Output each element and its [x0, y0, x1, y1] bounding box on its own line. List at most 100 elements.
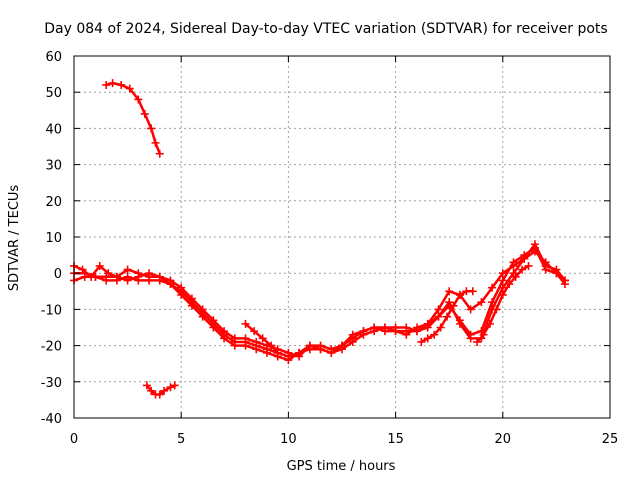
y-axis-label: SDTVAR / TECUs — [7, 185, 22, 292]
data-point — [327, 348, 336, 357]
data-point — [155, 272, 164, 281]
data-point — [524, 261, 533, 270]
data-point — [155, 149, 164, 158]
x-tick-label: 10 — [280, 432, 297, 447]
data-point — [520, 254, 529, 263]
data-point — [252, 337, 261, 346]
data-point — [102, 272, 111, 281]
data-point — [108, 79, 117, 88]
data-point — [443, 312, 452, 321]
data-series — [70, 79, 569, 399]
grid-lines — [74, 56, 610, 418]
data-point — [434, 312, 443, 321]
data-point — [498, 290, 507, 299]
data-point — [492, 305, 501, 314]
y-tick-label: 60 — [45, 50, 62, 65]
data-point — [498, 269, 507, 278]
series-upper-arc — [102, 79, 164, 158]
data-point — [423, 319, 432, 328]
data-point — [170, 381, 179, 390]
x-tick-label: 5 — [177, 432, 185, 447]
data-point — [198, 305, 207, 314]
y-tick-label: 30 — [45, 159, 62, 174]
data-point — [316, 345, 325, 354]
data-point — [466, 305, 475, 314]
data-point — [449, 301, 458, 310]
data-point — [488, 283, 497, 292]
data-point — [112, 272, 121, 281]
data-point — [147, 386, 156, 395]
data-point — [530, 240, 539, 249]
y-tick-label: 40 — [45, 122, 62, 137]
data-point — [468, 287, 477, 296]
data-point — [123, 265, 132, 274]
data-point — [160, 386, 169, 395]
data-point — [177, 283, 186, 292]
data-point — [498, 283, 507, 292]
data-point — [145, 276, 154, 285]
data-point — [147, 124, 156, 133]
y-tick-label: 50 — [45, 86, 62, 101]
data-point — [445, 298, 454, 307]
data-point — [560, 276, 569, 285]
data-point — [295, 352, 304, 361]
data-point — [509, 261, 518, 270]
data-point — [359, 330, 368, 339]
data-point — [518, 265, 527, 274]
data-point — [284, 348, 293, 357]
data-point — [305, 341, 314, 350]
data-point — [479, 330, 488, 339]
data-point — [434, 305, 443, 314]
y-tick-label: -20 — [41, 340, 62, 355]
y-tick-label: -10 — [41, 303, 62, 318]
chart-title: Day 084 of 2024, Sidereal Day-to-day VTE… — [44, 21, 607, 37]
y-tick-label: -40 — [41, 412, 62, 427]
data-point — [155, 390, 164, 399]
data-point — [338, 345, 346, 354]
data-point — [117, 80, 126, 89]
x-axis-label: GPS time / hours — [287, 459, 396, 474]
data-point — [140, 109, 149, 118]
data-point — [455, 290, 464, 299]
series-late-segment-b — [473, 261, 533, 346]
x-tick-label: 15 — [387, 432, 404, 447]
x-tick-label: 20 — [495, 432, 512, 447]
data-point — [552, 265, 561, 274]
data-point — [142, 381, 151, 390]
data-point — [417, 337, 426, 346]
data-point — [209, 316, 218, 325]
series-main-band-c — [70, 240, 569, 361]
series-late-segment — [417, 287, 477, 346]
series-side-segment — [241, 319, 282, 357]
data-point — [166, 276, 175, 285]
data-point — [541, 261, 550, 270]
data-point — [250, 327, 259, 336]
data-point — [445, 287, 454, 296]
data-point — [436, 323, 445, 332]
data-point — [241, 334, 250, 343]
data-point — [80, 269, 89, 278]
data-point — [498, 276, 507, 285]
y-tick-label: 0 — [54, 267, 62, 282]
x-tick-label: 25 — [602, 432, 619, 447]
data-point — [511, 272, 520, 281]
data-point — [466, 334, 475, 343]
axis-ticks: 0 5 10 15 20 25 -40 -30 -20 -10 0 10 20 30 40 50 60 — [41, 50, 619, 447]
data-point — [134, 95, 143, 104]
data-point — [430, 330, 439, 339]
data-point — [402, 330, 411, 339]
data-point — [125, 84, 134, 93]
x-tick-label: 0 — [70, 432, 78, 447]
data-point — [151, 138, 160, 147]
data-point — [267, 341, 276, 350]
data-point — [473, 337, 482, 346]
data-point — [258, 334, 267, 343]
data-point — [123, 276, 132, 285]
data-point — [423, 334, 432, 343]
data-point — [220, 327, 229, 336]
data-point — [402, 323, 411, 332]
series-lower-arc — [142, 381, 179, 399]
data-point — [413, 327, 422, 336]
data-point — [230, 334, 239, 343]
